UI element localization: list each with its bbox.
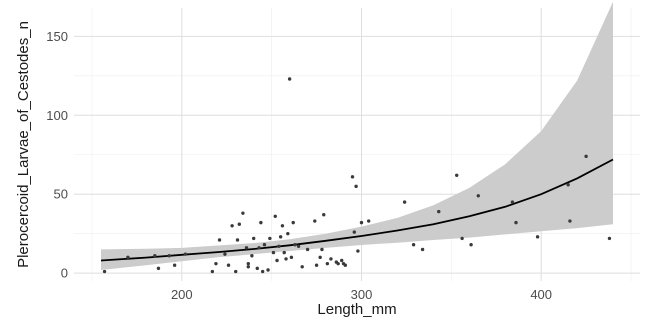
data-point (320, 247, 324, 252)
data-point (273, 214, 277, 219)
data-point (607, 236, 612, 241)
data-point (402, 200, 407, 204)
data-point (291, 220, 295, 225)
data-point (322, 213, 326, 217)
y-tick-label: 0 (61, 266, 68, 281)
x-axis-title: Length_mm (317, 301, 396, 318)
data-point (455, 173, 459, 177)
data-point (280, 224, 285, 228)
data-point (343, 263, 348, 267)
data-point (336, 261, 340, 266)
x-tick-label: 300 (351, 287, 373, 302)
data-point (350, 175, 355, 179)
data-point (300, 265, 304, 269)
data-point (469, 243, 473, 247)
data-points (102, 77, 612, 274)
data-point (223, 252, 227, 256)
data-point (210, 269, 215, 274)
fitted-curve (100, 158, 614, 262)
x-tick-label: 200 (171, 287, 193, 302)
data-point (411, 243, 416, 247)
data-point (230, 224, 234, 228)
data-point (535, 235, 540, 239)
data-point (237, 222, 242, 226)
y-axis-title: Plerocercoid_Larvae_of_Cestodes_n (15, 21, 32, 268)
data-point (250, 254, 254, 258)
data-point (354, 184, 358, 189)
y-tick-labels: 0 50 100 150 (46, 29, 68, 281)
data-point (420, 247, 425, 252)
data-point (183, 252, 188, 256)
data-point (244, 246, 249, 250)
data-point (289, 255, 294, 260)
data-point (102, 269, 107, 274)
data-point (246, 261, 250, 266)
data-point (329, 257, 333, 261)
data-point (262, 243, 267, 247)
data-point (217, 238, 222, 242)
data-point (476, 194, 480, 198)
data-point (214, 261, 218, 266)
data-point (278, 235, 283, 239)
data-point (277, 244, 281, 248)
data-point (251, 236, 256, 241)
data-point (460, 236, 464, 241)
data-point (584, 154, 588, 159)
data-point (568, 219, 572, 223)
data-point (259, 220, 263, 225)
data-point (282, 250, 286, 255)
data-point (172, 263, 177, 267)
data-point (314, 263, 319, 267)
data-point (255, 266, 259, 271)
data-point (287, 77, 292, 81)
data-point (313, 219, 317, 223)
data-point (246, 265, 250, 269)
data-point (514, 220, 518, 225)
y-tick-label: 100 (46, 108, 68, 123)
data-point (235, 238, 240, 242)
data-point (318, 255, 322, 260)
data-point (305, 247, 310, 252)
data-point (437, 209, 441, 214)
data-point (271, 250, 276, 255)
data-point (266, 268, 270, 272)
x-tick-labels: 200 300 400 (171, 287, 552, 302)
data-point (296, 244, 301, 248)
data-point (566, 183, 570, 187)
data-point (366, 219, 371, 223)
y-tick-label: 150 (46, 29, 68, 44)
data-point (167, 254, 171, 258)
data-point (257, 246, 261, 250)
data-point (126, 255, 130, 260)
data-point (359, 220, 364, 225)
x-tick-label: 400 (530, 287, 552, 302)
data-point (286, 231, 290, 236)
data-point (241, 211, 245, 215)
data-point (284, 257, 288, 261)
data-point (153, 254, 157, 258)
data-point (510, 200, 515, 204)
data-point (260, 269, 265, 274)
data-point (226, 263, 231, 267)
data-point (340, 258, 344, 263)
data-point (275, 258, 279, 263)
data-point (325, 261, 330, 266)
data-point (234, 269, 238, 274)
data-point (356, 249, 360, 253)
y-tick-label: 50 (54, 187, 68, 202)
data-point (293, 243, 297, 247)
confidence-band (101, 1, 613, 270)
data-point (352, 230, 357, 234)
data-point (156, 266, 161, 271)
data-point (268, 236, 272, 241)
